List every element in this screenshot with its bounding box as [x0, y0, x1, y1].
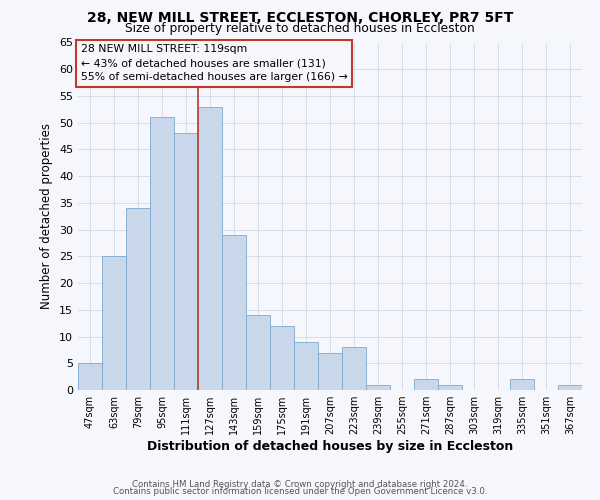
Text: Size of property relative to detached houses in Eccleston: Size of property relative to detached ho…: [125, 22, 475, 35]
Text: 28 NEW MILL STREET: 119sqm
← 43% of detached houses are smaller (131)
55% of sem: 28 NEW MILL STREET: 119sqm ← 43% of deta…: [80, 44, 347, 82]
Bar: [150, 118, 174, 390]
Text: 28, NEW MILL STREET, ECCLESTON, CHORLEY, PR7 5FT: 28, NEW MILL STREET, ECCLESTON, CHORLEY,…: [87, 11, 513, 25]
Bar: [126, 208, 150, 390]
Bar: [366, 384, 390, 390]
Bar: [222, 235, 246, 390]
Bar: [198, 106, 222, 390]
X-axis label: Distribution of detached houses by size in Eccleston: Distribution of detached houses by size …: [147, 440, 513, 453]
Text: Contains public sector information licensed under the Open Government Licence v3: Contains public sector information licen…: [113, 487, 487, 496]
Bar: [78, 364, 102, 390]
Bar: [246, 315, 270, 390]
Bar: [510, 380, 534, 390]
Bar: [414, 380, 438, 390]
Bar: [174, 134, 198, 390]
Bar: [294, 342, 318, 390]
Bar: [102, 256, 126, 390]
Bar: [342, 347, 366, 390]
Bar: [438, 384, 462, 390]
Text: Contains HM Land Registry data © Crown copyright and database right 2024.: Contains HM Land Registry data © Crown c…: [132, 480, 468, 489]
Bar: [318, 352, 342, 390]
Y-axis label: Number of detached properties: Number of detached properties: [40, 123, 53, 309]
Bar: [558, 384, 582, 390]
Bar: [270, 326, 294, 390]
